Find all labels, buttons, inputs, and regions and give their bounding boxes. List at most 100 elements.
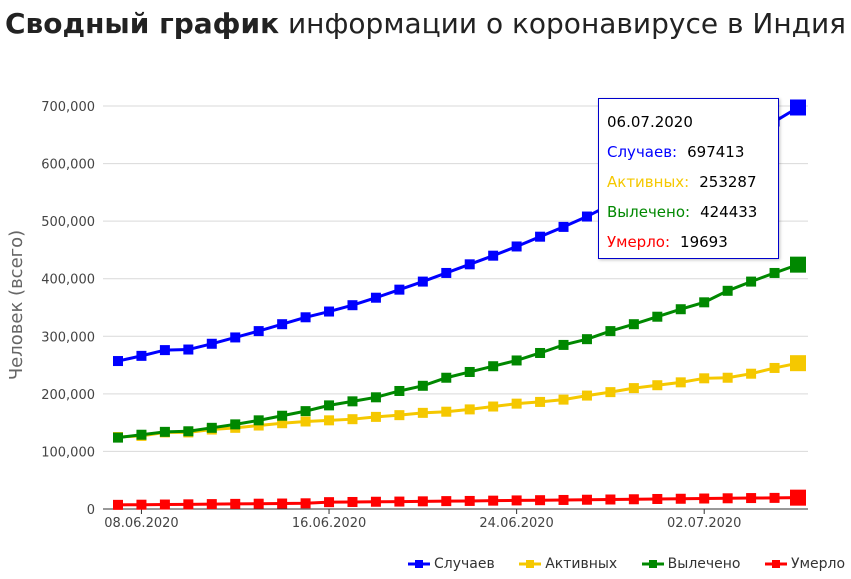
data-point-active[interactable]	[488, 401, 499, 412]
data-point-active[interactable]	[746, 368, 757, 379]
data-point-recovered[interactable]	[417, 380, 428, 391]
data-point-deaths[interactable]	[699, 493, 710, 504]
legend-item-deaths[interactable]: Умерло	[764, 556, 845, 572]
data-point-cases[interactable]	[253, 326, 264, 337]
data-point-cases[interactable]	[558, 221, 569, 232]
data-point-active[interactable]	[652, 380, 663, 391]
data-point-active[interactable]	[370, 411, 381, 422]
data-point-deaths[interactable]	[464, 495, 475, 506]
data-point-deaths[interactable]	[417, 496, 428, 507]
data-point-recovered[interactable]	[300, 406, 311, 417]
data-point-active[interactable]	[722, 372, 733, 383]
legend-item-active[interactable]: Активных	[519, 556, 617, 572]
data-point-cases[interactable]	[300, 312, 311, 323]
legend-item-recovered[interactable]: Вылечено	[641, 556, 741, 572]
data-point-recovered[interactable]	[581, 334, 592, 345]
data-point-active[interactable]	[511, 398, 522, 409]
data-point-active[interactable]	[790, 355, 806, 372]
data-point-deaths[interactable]	[488, 495, 499, 506]
data-point-recovered[interactable]	[324, 400, 335, 411]
data-point-cases[interactable]	[230, 332, 241, 343]
data-point-active[interactable]	[605, 387, 616, 398]
data-point-cases[interactable]	[347, 300, 358, 311]
data-point-recovered[interactable]	[206, 422, 217, 433]
data-point-recovered[interactable]	[652, 311, 663, 322]
data-point-active[interactable]	[581, 390, 592, 401]
data-point-deaths[interactable]	[159, 499, 170, 510]
data-point-deaths[interactable]	[347, 496, 358, 507]
data-point-recovered[interactable]	[511, 355, 522, 366]
data-point-recovered[interactable]	[628, 319, 639, 330]
data-point-cases[interactable]	[183, 344, 194, 355]
data-point-deaths[interactable]	[230, 498, 241, 509]
data-point-deaths[interactable]	[558, 494, 569, 505]
data-point-deaths[interactable]	[675, 493, 686, 504]
data-point-deaths[interactable]	[652, 493, 663, 504]
data-point-recovered[interactable]	[441, 372, 452, 383]
data-point-recovered[interactable]	[347, 396, 358, 407]
data-point-cases[interactable]	[417, 276, 428, 287]
data-point-recovered[interactable]	[558, 339, 569, 350]
data-point-deaths[interactable]	[370, 496, 381, 507]
data-point-recovered[interactable]	[394, 385, 405, 396]
data-point-active[interactable]	[441, 406, 452, 417]
data-point-active[interactable]	[394, 410, 405, 421]
data-point-recovered[interactable]	[253, 415, 264, 426]
data-point-active[interactable]	[628, 383, 639, 394]
data-point-active[interactable]	[769, 362, 780, 373]
data-point-active[interactable]	[417, 407, 428, 418]
data-point-cases[interactable]	[535, 231, 546, 242]
data-point-deaths[interactable]	[253, 498, 264, 509]
data-point-recovered[interactable]	[464, 366, 475, 377]
data-point-cases[interactable]	[464, 259, 475, 270]
data-point-deaths[interactable]	[628, 494, 639, 505]
data-point-cases[interactable]	[113, 356, 123, 367]
data-point-deaths[interactable]	[769, 492, 780, 503]
data-point-recovered[interactable]	[113, 432, 123, 443]
data-point-active[interactable]	[324, 415, 335, 426]
data-point-deaths[interactable]	[511, 495, 522, 506]
data-point-active[interactable]	[253, 420, 264, 431]
data-point-deaths[interactable]	[746, 493, 757, 504]
data-point-deaths[interactable]	[113, 499, 123, 510]
data-point-recovered[interactable]	[136, 429, 147, 440]
data-point-cases[interactable]	[511, 241, 522, 252]
data-point-deaths[interactable]	[136, 499, 147, 510]
data-point-active[interactable]	[277, 418, 288, 429]
data-point-active[interactable]	[464, 404, 475, 415]
data-point-recovered[interactable]	[370, 392, 381, 403]
data-point-cases[interactable]	[441, 267, 452, 278]
legend-item-cases[interactable]: Случаев	[408, 556, 495, 572]
data-point-deaths[interactable]	[277, 498, 288, 509]
data-point-deaths[interactable]	[394, 496, 405, 507]
data-point-recovered[interactable]	[183, 426, 194, 437]
data-point-deaths[interactable]	[324, 497, 335, 508]
data-point-deaths[interactable]	[722, 493, 733, 504]
data-point-recovered[interactable]	[605, 326, 616, 337]
data-point-active[interactable]	[699, 373, 710, 384]
data-point-deaths[interactable]	[605, 494, 616, 505]
data-point-deaths[interactable]	[441, 496, 452, 507]
data-point-recovered[interactable]	[230, 419, 241, 430]
data-point-deaths[interactable]	[535, 495, 546, 506]
data-point-cases[interactable]	[790, 99, 806, 116]
data-point-active[interactable]	[300, 416, 311, 427]
data-point-cases[interactable]	[159, 345, 170, 356]
data-point-recovered[interactable]	[675, 304, 686, 315]
data-point-cases[interactable]	[324, 306, 335, 317]
data-point-recovered[interactable]	[277, 410, 288, 421]
data-point-recovered[interactable]	[699, 297, 710, 308]
data-point-recovered[interactable]	[488, 361, 499, 372]
data-point-cases[interactable]	[136, 350, 147, 361]
data-point-recovered[interactable]	[790, 256, 806, 273]
data-point-recovered[interactable]	[159, 426, 170, 437]
data-point-cases[interactable]	[206, 338, 217, 349]
data-point-deaths[interactable]	[183, 499, 194, 510]
data-point-recovered[interactable]	[746, 276, 757, 287]
data-point-cases[interactable]	[394, 284, 405, 295]
data-point-deaths[interactable]	[581, 494, 592, 505]
data-point-cases[interactable]	[488, 250, 499, 261]
data-point-active[interactable]	[558, 394, 569, 405]
data-point-deaths[interactable]	[206, 499, 217, 510]
data-point-cases[interactable]	[581, 211, 592, 222]
